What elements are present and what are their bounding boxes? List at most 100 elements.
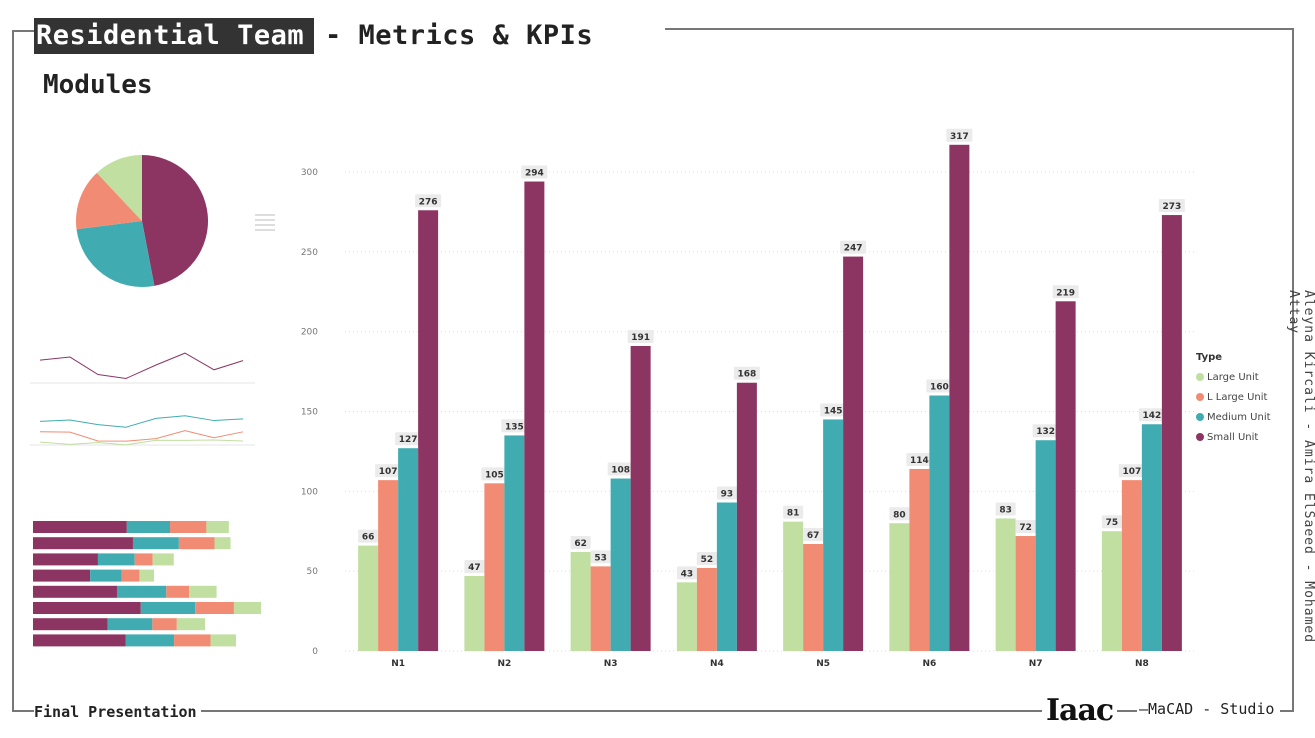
frame-line xyxy=(12,710,1292,712)
stacked-segment xyxy=(33,634,126,647)
data-label: 135 xyxy=(505,422,524,432)
bar xyxy=(484,483,505,651)
data-label-bg xyxy=(820,403,847,417)
bar xyxy=(570,551,591,651)
data-label: 294 xyxy=(525,169,544,179)
data-label: 247 xyxy=(844,244,863,254)
data-label: 168 xyxy=(737,370,756,380)
legend-item: Medium Unit xyxy=(1196,407,1271,427)
data-label-bg xyxy=(1118,464,1145,478)
data-label-bg xyxy=(375,464,402,478)
x-tick-label: N1 xyxy=(391,659,405,669)
bar xyxy=(1015,536,1036,651)
data-label: 317 xyxy=(950,132,969,142)
pie-slice xyxy=(96,155,142,221)
data-label: 107 xyxy=(1122,467,1141,477)
stacked-segment xyxy=(90,569,122,582)
x-tick-label: N3 xyxy=(604,659,618,669)
stacked-segment xyxy=(132,537,179,550)
stacked-segment xyxy=(121,569,140,582)
data-label-bg xyxy=(995,502,1016,516)
bar xyxy=(610,478,631,651)
data-label-bg xyxy=(906,452,933,466)
data-label: 43 xyxy=(681,569,694,579)
data-label: 114 xyxy=(910,456,929,466)
data-label: 142 xyxy=(1142,411,1161,421)
data-label: 107 xyxy=(379,467,398,477)
bar xyxy=(590,566,611,651)
y-tick-label: 250 xyxy=(301,248,318,258)
y-tick-label: 100 xyxy=(301,487,318,497)
y-tick-label: 300 xyxy=(301,168,318,178)
bar xyxy=(949,144,970,651)
series-line xyxy=(39,415,244,428)
data-label: 66 xyxy=(362,533,375,543)
pie-slice xyxy=(76,221,155,287)
stacked-segment xyxy=(214,537,231,550)
legend-swatch xyxy=(1196,413,1204,421)
stacked-segment xyxy=(152,553,174,566)
bar xyxy=(1141,424,1162,651)
data-label-bg xyxy=(803,528,824,542)
data-label-bg xyxy=(464,559,485,573)
stacked-segment xyxy=(233,602,262,614)
data-label-bg xyxy=(627,329,654,343)
data-label: 219 xyxy=(1056,288,1075,298)
section-title: Modules xyxy=(43,70,153,100)
data-label: 276 xyxy=(419,197,438,207)
bar xyxy=(1035,440,1056,651)
stacked-segment xyxy=(195,602,234,614)
data-label: 127 xyxy=(399,435,418,445)
bar xyxy=(524,181,545,652)
authors-vertical: Aleyna Kircali - Amira ElSaeed - Mohamed… xyxy=(1286,290,1315,670)
data-label: 75 xyxy=(1106,518,1119,528)
bar xyxy=(676,582,697,651)
stacked-segment xyxy=(97,553,135,566)
stacked-segment xyxy=(134,553,153,566)
footer-studio: —MaCAD - Studio xyxy=(1137,700,1281,718)
stacked-segment xyxy=(140,602,196,614)
bar xyxy=(464,575,485,651)
bar xyxy=(909,468,930,651)
stacked-segment xyxy=(33,521,127,533)
bar xyxy=(418,210,439,651)
stacked-segment xyxy=(33,602,141,614)
x-tick-label: N2 xyxy=(497,659,511,669)
data-label-bg xyxy=(358,529,379,543)
data-label: 62 xyxy=(574,539,587,549)
data-label: 72 xyxy=(1019,523,1032,533)
frame-line xyxy=(12,30,14,712)
stacked-segment xyxy=(33,569,91,582)
data-label-bg xyxy=(676,566,697,580)
bar xyxy=(1101,531,1122,651)
series-line xyxy=(39,430,244,442)
data-label-bg xyxy=(840,240,867,254)
data-label-bg xyxy=(501,419,528,433)
bar xyxy=(736,382,757,651)
bar xyxy=(630,345,651,651)
frame-line xyxy=(12,30,36,32)
stacked-segment xyxy=(126,521,171,533)
data-label: 67 xyxy=(807,531,820,541)
data-label: 191 xyxy=(631,333,650,343)
data-label: 132 xyxy=(1036,427,1055,437)
page-title: - Metrics & KPIs xyxy=(325,20,594,51)
y-tick-label: 0 xyxy=(312,647,318,657)
data-label-bg xyxy=(590,550,611,564)
stacked-segment xyxy=(33,553,98,566)
bar xyxy=(358,545,379,651)
stacked-segment xyxy=(125,634,175,647)
data-label-bg xyxy=(570,535,591,549)
data-label: 105 xyxy=(485,470,504,480)
stacked-segment xyxy=(178,537,215,550)
stacked-segment xyxy=(174,634,211,647)
bar xyxy=(378,480,399,651)
stacked-segment xyxy=(139,569,155,582)
data-label-bg xyxy=(415,194,442,208)
footer-label: Final Presentation xyxy=(34,703,201,721)
stacked-segment xyxy=(189,585,217,598)
bar xyxy=(696,567,717,651)
bar xyxy=(889,523,910,651)
data-label-bg xyxy=(521,165,548,179)
stacked-segment xyxy=(33,537,133,550)
